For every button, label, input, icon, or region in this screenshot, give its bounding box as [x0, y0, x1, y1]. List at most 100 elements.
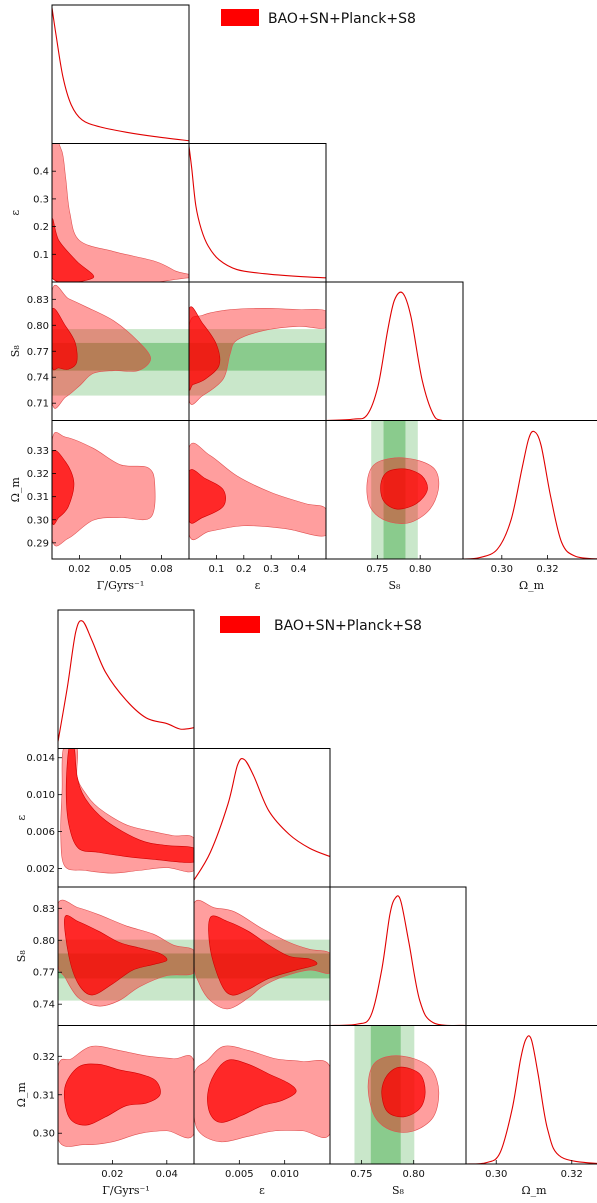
- y-tick-label: 0.006: [26, 827, 55, 838]
- panel-epsilon-vs-epsilon: [193, 748, 331, 888]
- y-axis-label: Ω_m: [15, 1082, 28, 1108]
- x-tick-label: 0.80: [403, 1169, 425, 1180]
- panel-S8-vs-epsilon: [193, 886, 331, 1026]
- panel-S8-vs-Gamma: 0.71 0.74 0.77 0.80 0.83 S₈: [9, 281, 190, 421]
- contour-1sigma: [381, 1066, 426, 1118]
- panel-Omega_m-vs-Omega_m: 0.30 0.32 Ω_m: [465, 1025, 597, 1197]
- y-tick-label: 0.010: [26, 790, 55, 801]
- posterior-curve-Omega_m: [463, 430, 597, 559]
- x-tick-label: 0.04: [156, 1169, 178, 1180]
- y-tick-label: 0.002: [26, 864, 55, 875]
- x-tick-label: 0.005: [225, 1169, 254, 1180]
- y-tick-label: 0.3: [33, 194, 49, 205]
- y-axis-label: S₈: [9, 345, 22, 358]
- panel-Omega_m-vs-S8: 0.75 0.80 S₈: [329, 1025, 467, 1197]
- x-tick-label: 0.30: [491, 564, 513, 575]
- legend-label: BAO+SN+Planck+S8: [274, 618, 422, 634]
- x-tick-label: 0.010: [270, 1169, 299, 1180]
- panel-S8-vs-S8: [325, 281, 464, 421]
- contour-1sigma: [208, 915, 318, 996]
- y-tick-label: 0.014: [26, 753, 55, 764]
- contour-1sigma: [52, 449, 75, 525]
- y-tick-label: 0.32: [27, 469, 49, 480]
- panel-Omega_m-vs-epsilon: 0.005 0.010 ε: [193, 1025, 331, 1197]
- panel-frame: [193, 748, 331, 888]
- x-axis-label: S₈: [389, 579, 402, 592]
- posterior-curve-epsilon: [194, 758, 330, 881]
- panel-frame: [325, 281, 464, 421]
- legend-swatch: [221, 9, 259, 26]
- y-tick-label: 0.31: [27, 492, 49, 503]
- y-tick-label: 0.32: [33, 1052, 55, 1063]
- contour-2sigma: [52, 284, 151, 409]
- x-axis-label: Γ/Gyrs⁻¹: [102, 1184, 149, 1197]
- x-tick-label: 0.75: [366, 564, 388, 575]
- x-tick-label: 0.2: [236, 564, 252, 575]
- corner-plot-2: BAO+SN+Planck+S8 0.002 0.006 0.010 0.014 ε 0.7…: [15, 609, 597, 1197]
- x-tick-label: 0.32: [536, 564, 558, 575]
- x-tick-label: 0.32: [561, 1169, 583, 1180]
- panel-Gamma-vs-Gamma: [57, 609, 195, 749]
- panel-Omega_m-vs-epsilon: 0.1 0.2 0.3 0.4 ε: [188, 420, 327, 592]
- panel-frame: [329, 886, 467, 1026]
- y-tick-label: 0.4: [33, 167, 49, 178]
- contour-1sigma: [64, 915, 168, 996]
- posterior-curve-Gamma: [58, 620, 194, 742]
- contour-2sigma: [189, 442, 326, 540]
- x-tick-label: 0.02: [101, 1169, 123, 1180]
- y-tick-label: 0.83: [27, 295, 49, 306]
- y-tick-label: 0.80: [27, 321, 49, 332]
- contour-2sigma: [52, 143, 189, 282]
- x-tick-label: 0.4: [291, 564, 307, 575]
- panel-frame: [57, 609, 195, 749]
- y-axis-label: ε: [15, 815, 28, 821]
- y-tick-label: 0.33: [27, 446, 49, 457]
- x-axis-label: ε: [255, 579, 261, 592]
- contour-2sigma: [52, 431, 156, 547]
- panel-S8-vs-epsilon: [188, 281, 327, 421]
- x-axis-label: S₈: [392, 1184, 405, 1197]
- x-tick-label: 0.80: [409, 564, 431, 575]
- x-axis-label: Γ/Gyrs⁻¹: [97, 579, 144, 592]
- contour-1sigma: [52, 218, 95, 282]
- posterior-curve-S8: [330, 895, 466, 1026]
- legend-swatch: [220, 616, 260, 633]
- panel-epsilon-vs-Gamma: 0.1 0.2 0.3 0.4 ε: [9, 143, 190, 283]
- posterior-curve-epsilon: [189, 146, 326, 279]
- y-tick-label: 0.29: [27, 538, 49, 549]
- panel-epsilon-vs-epsilon: [188, 143, 327, 283]
- posterior-curve-Omega_m: [466, 1035, 597, 1164]
- panel-frame: [51, 4, 190, 144]
- y-tick-label: 0.1: [33, 250, 49, 261]
- posterior-curve-S8: [326, 291, 463, 421]
- contour-1sigma: [207, 1059, 297, 1123]
- panel-frame: [462, 420, 597, 560]
- panel-S8-vs-Gamma: 0.74 0.77 0.80 0.83 S₈: [15, 886, 195, 1026]
- panel-frame: [188, 143, 327, 283]
- panel-Gamma-vs-Gamma: [51, 4, 190, 144]
- panel-Omega_m-vs-Omega_m: 0.30 0.32 Ω_m: [462, 420, 597, 592]
- y-tick-label: 0.77: [27, 347, 49, 358]
- contour-1sigma: [63, 1063, 161, 1126]
- panel-Omega_m-vs-Gamma: 0.30 0.31 0.32 Ω_m 0.02 0.04 Γ/Gyrs⁻¹: [15, 1025, 195, 1197]
- y-axis-label: ε: [9, 210, 22, 216]
- x-tick-label: 0.75: [350, 1169, 372, 1180]
- x-axis-label: Ω_m: [521, 1184, 547, 1197]
- posterior-curve-Gamma: [52, 7, 189, 142]
- x-axis-label: ε: [259, 1184, 265, 1197]
- y-axis-label: S₈: [15, 950, 28, 963]
- x-tick-label: 0.3: [263, 564, 279, 575]
- y-tick-label: 0.71: [27, 399, 49, 410]
- y-tick-label: 0.30: [27, 515, 49, 526]
- panel-epsilon-vs-Gamma: 0.002 0.006 0.010 0.014 ε: [15, 748, 195, 888]
- y-tick-label: 0.30: [33, 1129, 55, 1140]
- contour-2sigma: [189, 308, 326, 405]
- x-axis-label: Ω_m: [519, 579, 545, 592]
- corner-plot-1: BAO+SN+Planck+S80.10.20.30.4ε0.710.740.7…: [9, 4, 597, 592]
- contour-1sigma: [380, 468, 428, 510]
- panel-Omega_m-vs-Gamma: 0.29 0.30 0.31 0.32 0.33 Ω_m 0.02 0.05 0.08 Γ/Gyr…: [9, 420, 190, 592]
- x-tick-label: 0.05: [109, 564, 131, 575]
- y-tick-label: 0.31: [33, 1090, 55, 1101]
- y-tick-label: 0.2: [33, 222, 49, 233]
